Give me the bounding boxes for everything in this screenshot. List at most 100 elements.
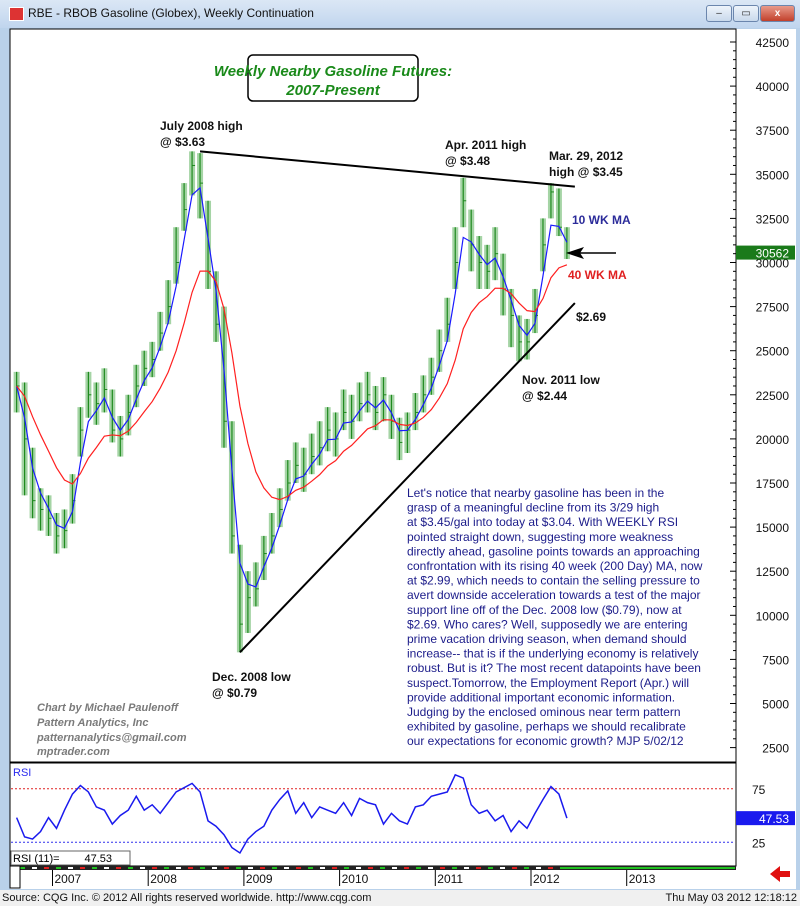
credit-line: Pattern Analytics, Inc bbox=[37, 717, 148, 729]
time-strip-segment bbox=[188, 867, 193, 869]
y-tick-label: 12500 bbox=[756, 565, 790, 579]
source-text: Source: CQG Inc. © 2012 All rights reser… bbox=[2, 892, 372, 904]
credits: Chart by Michael Paulenoff Pattern Analy… bbox=[36, 702, 187, 758]
annotation-nov2011-price: @ $2.44 bbox=[522, 389, 567, 403]
time-strip-segment bbox=[368, 867, 373, 869]
time-strip-segment bbox=[80, 867, 85, 869]
support-trendline bbox=[239, 302, 576, 654]
rsi-label: RSI bbox=[13, 767, 31, 779]
axis-corner bbox=[9, 865, 21, 889]
commentary-line: provide additional important economic in… bbox=[407, 690, 675, 704]
last-price-label: 30562 bbox=[756, 247, 790, 261]
time-strip-segment bbox=[68, 867, 73, 869]
time-strip-segment bbox=[320, 867, 325, 869]
time-strip-segment bbox=[332, 867, 337, 869]
time-strip-segment bbox=[392, 867, 397, 869]
annotation-apr2011: Apr. 2011 high bbox=[445, 138, 526, 152]
x-tick-label: 2007 bbox=[55, 872, 82, 886]
y-tick-label: 22500 bbox=[756, 389, 790, 403]
time-strip-segment bbox=[56, 867, 61, 869]
title-box: Weekly Nearby Gasoline Futures: 2007-Pre… bbox=[214, 54, 452, 102]
commentary-line: confrontation with its rising 40 week (2… bbox=[407, 559, 703, 573]
label-10wk-ma: 10 WK MA bbox=[572, 213, 631, 227]
minimize-button[interactable]: – bbox=[706, 5, 732, 22]
credit-line: patternanalytics@gmail.com bbox=[36, 732, 187, 744]
time-strip-segment bbox=[416, 867, 421, 869]
annotation-jul2008-price: @ $3.63 bbox=[160, 135, 205, 149]
y-tick-label: 15000 bbox=[756, 521, 790, 535]
app-icon bbox=[9, 7, 24, 21]
x-tick-label: 2009 bbox=[246, 872, 273, 886]
arrow-icon bbox=[566, 247, 616, 259]
commentary-line: avert downside acceleration towards a te… bbox=[407, 588, 700, 602]
rsi-tick-label: 25 bbox=[752, 836, 766, 850]
rsi-tick-label: 75 bbox=[752, 783, 766, 797]
close-button[interactable]: x bbox=[760, 5, 795, 22]
commentary-line: suspect.Tomorrow, the Employment Report … bbox=[407, 676, 689, 690]
trendlines bbox=[199, 150, 576, 654]
y-tick-label: 25000 bbox=[756, 345, 790, 359]
time-strip-segment bbox=[224, 867, 229, 869]
x-tick-label: 2008 bbox=[150, 872, 177, 886]
y-tick-label: 30000 bbox=[756, 257, 790, 271]
commentary-line: at $2.99, which needs to contain the sel… bbox=[407, 574, 700, 588]
y-tick-label: 35000 bbox=[756, 168, 790, 182]
label-support-269: $2.69 bbox=[576, 310, 606, 324]
annotation-jul2008: July 2008 high bbox=[160, 119, 243, 133]
annotation-dec2008-price: @ $0.79 bbox=[212, 686, 257, 700]
ma-40wk-line bbox=[16, 264, 568, 501]
x-tick-label: 2012 bbox=[533, 872, 560, 886]
time-strip-segment bbox=[344, 867, 349, 869]
rsi-value-label: 47.53 bbox=[759, 812, 789, 826]
rsi-legend-box bbox=[10, 850, 131, 866]
status-bar: Source: CQG Inc. © 2012 All rights reser… bbox=[0, 890, 800, 906]
commentary-line: $2.69. Who cares? Well, supposedly we ar… bbox=[407, 617, 688, 631]
time-strip-segment bbox=[212, 867, 217, 869]
commentary-line: Judging by the enclosed ominous near ter… bbox=[407, 705, 681, 719]
time-strip-segment bbox=[272, 867, 277, 869]
timestamp: Thu May 03 2012 12:18:12 bbox=[665, 892, 797, 904]
time-strip-segment bbox=[164, 867, 169, 869]
commentary-line: increase-- that is if the underlying eco… bbox=[407, 647, 698, 661]
annotation-apr2011-price: @ $3.48 bbox=[445, 154, 490, 168]
time-strip-segment bbox=[512, 867, 517, 869]
rsi-indicator: RSI RSI (11)= 47.53 75 25 47.53 bbox=[10, 767, 795, 866]
commentary-line: exhibited by gasoline, perhaps we should… bbox=[407, 720, 686, 734]
y-tick-label: 37500 bbox=[756, 124, 790, 138]
maximize-button[interactable]: ▭ bbox=[733, 5, 759, 22]
annotation-mar2012: Mar. 29, 2012 bbox=[549, 149, 623, 163]
time-strip-segment bbox=[116, 867, 121, 869]
y-tick-label: 5000 bbox=[762, 698, 789, 712]
annotation-mar2012-price: high @ $3.45 bbox=[549, 165, 623, 179]
time-strip-segment bbox=[356, 867, 361, 869]
time-strip-segment bbox=[152, 867, 157, 869]
commentary-line: at $3.45/gal into today at $3.04. With W… bbox=[407, 515, 678, 529]
last-price-box bbox=[736, 245, 795, 260]
moving-averages bbox=[16, 186, 568, 588]
rsi-legend-value: 47.53 bbox=[84, 853, 112, 865]
time-strip-segment bbox=[428, 867, 433, 869]
y-tick-label: 27500 bbox=[756, 301, 790, 315]
commentary-line: grasp of a meaningful decline from its 3… bbox=[407, 501, 659, 515]
time-strip-segment bbox=[548, 867, 553, 869]
time-strip-segment bbox=[464, 867, 469, 869]
commentary-line: Let's notice that nearby gasoline has be… bbox=[407, 486, 664, 500]
y-tick-label: 10000 bbox=[756, 609, 790, 623]
commentary-line: support line off of the Dec. 2008 low ($… bbox=[407, 603, 682, 617]
annotation-nov2011: Nov. 2011 low bbox=[522, 373, 600, 387]
chart-title-line2: 2007-Present bbox=[285, 82, 380, 99]
resistance-trendline bbox=[199, 150, 575, 188]
time-strip-segment bbox=[92, 867, 97, 869]
time-strip-segment bbox=[380, 867, 385, 869]
time-strip-segment bbox=[536, 867, 541, 869]
annotation-dec2008: Dec. 2008 low bbox=[212, 670, 291, 684]
scroll-arrow-icon[interactable] bbox=[770, 866, 790, 882]
price-axis: 42500 40000 37500 35000 32500 30000 27500 25000… bbox=[730, 36, 795, 756]
price-panel bbox=[9, 28, 737, 763]
time-strip-segment bbox=[128, 867, 133, 869]
x-tick-label: 2011 bbox=[437, 872, 463, 886]
x-tick-label: 2013 bbox=[629, 872, 656, 886]
time-strip-segment bbox=[500, 867, 505, 869]
annotations: July 2008 high @ $3.63 Apr. 2011 high @ … bbox=[160, 119, 631, 700]
time-strip-segment bbox=[200, 867, 205, 869]
